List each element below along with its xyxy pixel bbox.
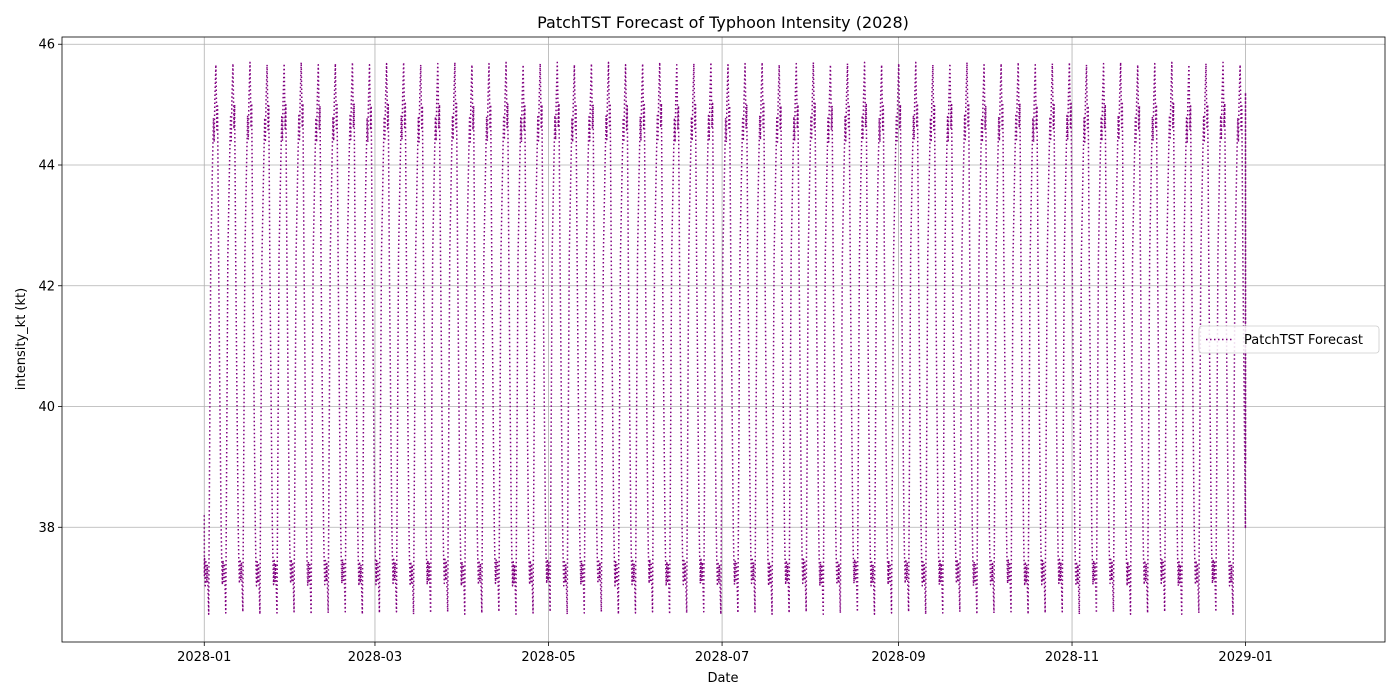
x-tick-label: 2028-03 — [348, 650, 402, 665]
legend-box — [1198, 325, 1380, 354]
y-tick-label: 38 — [38, 521, 55, 536]
x-tick-label: 2028-05 — [521, 650, 575, 665]
x-tick-label: 2029-01 — [1218, 650, 1272, 665]
y-tick-label: 42 — [38, 279, 55, 294]
y-axis-label: intensity_kt (kt) — [14, 288, 29, 390]
x-tick-label: 2028-11 — [1045, 650, 1099, 665]
x-tick-label: 2028-07 — [695, 650, 749, 665]
x-tick-label: 2028-09 — [871, 650, 925, 665]
plot-frame — [61, 36, 1386, 643]
y-tick-label: 46 — [38, 38, 55, 53]
ticks-layer: 2028-01 2028-03 2028-05 2028-07 2028-09 2028-… — [38, 38, 1272, 665]
x-tick-label: 2028-01 — [177, 650, 231, 665]
chart-title: PatchTST Forecast of Typhoon Intensity (… — [537, 13, 909, 32]
series-line-patchtst-forecast — [203, 61, 1247, 615]
series-layer — [203, 61, 1247, 615]
legend: PatchTST Forecast — [1198, 325, 1380, 354]
x-axis-label: Date — [707, 671, 738, 686]
grid-layer — [62, 37, 1385, 642]
legend-label: PatchTST Forecast — [1244, 333, 1363, 348]
y-tick-label: 44 — [38, 159, 55, 174]
y-tick-label: 40 — [38, 400, 55, 415]
